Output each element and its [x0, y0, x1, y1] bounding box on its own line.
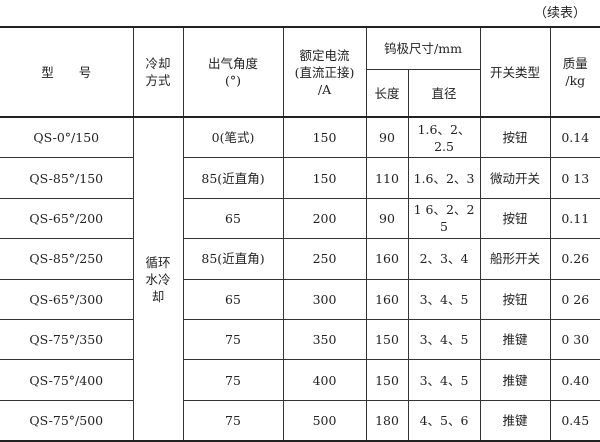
torch-spec-table: 型 号 冷却 方式 出气角度 (°) 额定电流 (直流正接) /A 钨极尺寸/m… [0, 26, 600, 442]
cell-diameter: 2、3、4 [407, 238, 481, 280]
cell-switch: 微动开关 [479, 157, 551, 199]
cell-current: 500 [282, 399, 367, 442]
cell-angle: 85(近直角) [182, 157, 284, 199]
cell-length: 90 [365, 197, 409, 240]
cell-diameter: 3、4、5 [407, 278, 481, 320]
cell-model: QS-0°/150 [0, 116, 134, 159]
cell-length: 180 [365, 399, 409, 442]
cell-mass: 0 26 [549, 278, 600, 320]
cell-diameter: 1 6、2、2 5 [407, 197, 481, 240]
header-length: 长度 [366, 69, 409, 118]
table-row: QS-0°/150 循环 水冷 却 0(笔式) 150 90 1.6、2、2.5 按钮 0.1… [0, 116, 600, 442]
cell-current: 150 [282, 157, 367, 199]
cell-length: 150 [365, 359, 409, 401]
cell-model: QS-75°/400 [0, 359, 134, 401]
table-row: QS-75°/350 75 350 150 3、4、5 推键 0 30 [0, 318, 600, 361]
cell-switch: 推键 [479, 318, 551, 361]
cell-diameter: 4、5、6 [407, 399, 481, 442]
cell-switch: 船形开关 [479, 238, 551, 280]
cell-mass: 0 30 [549, 318, 600, 361]
header-diameter: 直径 [407, 69, 481, 118]
cell-model: QS-65°/300 [0, 278, 134, 320]
header-angle: 出气角度 (°) [182, 26, 284, 118]
cell-current: 350 [282, 318, 367, 361]
header-mass: 质量 /kg [549, 26, 600, 118]
cell-current: 150 [282, 116, 367, 159]
cell-mass: 0 13 [549, 157, 600, 199]
cell-length: 160 [365, 238, 409, 280]
cell-mass: 0.45 [549, 399, 600, 442]
cell-length: 90 [365, 116, 409, 159]
cell-current: 400 [282, 359, 367, 401]
cell-model: QS-75°/500 [0, 399, 134, 442]
table-row: QS-65°/200 65 200 90 1 6、2、2 5 按钮 0.11 [0, 197, 600, 240]
table-row: QS-75°/500 75 500 180 4、5、6 推键 0.45 [0, 399, 600, 442]
cell-angle: 0(笔式) [182, 116, 284, 159]
cell-switch: 按钮 [479, 116, 551, 159]
cell-switch: 推键 [479, 359, 551, 401]
header-switch: 开关类型 [479, 26, 551, 118]
cell-mass: 0.14 [549, 116, 600, 159]
cell-mass: 0.40 [549, 359, 600, 401]
cell-angle: 75 [182, 318, 284, 361]
cell-switch: 推键 [479, 399, 551, 442]
cell-model: QS-85°/250 [0, 238, 134, 280]
cell-model: QS-85°/150 [0, 157, 134, 199]
cell-model: QS-65°/200 [0, 197, 134, 240]
continued-label: （续表） [533, 6, 586, 21]
cell-angle: 75 [182, 399, 284, 442]
cell-mass: 0.11 [549, 197, 600, 240]
cell-diameter: 3、4、5 [407, 359, 481, 401]
cell-length: 160 [365, 278, 409, 320]
cell-mass: 0.26 [549, 238, 600, 280]
header-current: 额定电流 (直流正接) /A [282, 26, 367, 118]
cell-current: 300 [282, 278, 367, 320]
cell-angle: 65 [182, 278, 284, 320]
cell-current: 250 [282, 238, 367, 280]
table-row: QS-65°/300 65 300 160 3、4、5 按钮 0 26 [0, 278, 600, 320]
cell-switch: 按钮 [479, 278, 551, 320]
cell-diameter: 3、4、5 [407, 318, 481, 361]
cell-cooling: 循环 水冷 却 [132, 116, 184, 442]
cell-angle: 85(近直角) [182, 238, 284, 280]
cell-model: QS-75°/350 [0, 318, 134, 361]
header-cooling: 冷却 方式 [132, 26, 184, 118]
cell-length: 110 [365, 157, 409, 199]
header-model: 型 号 [0, 26, 134, 118]
cell-angle: 75 [182, 359, 284, 401]
cell-diameter: 1.6、2、2.5 [407, 116, 481, 159]
cell-angle: 65 [182, 197, 284, 240]
cell-current: 200 [282, 197, 367, 240]
cell-length: 150 [365, 318, 409, 361]
header-electrode: 钨极尺寸/mm [365, 26, 481, 70]
table-row: QS-85°/150 85(近直角) 150 110 1.6、2、3 微动开关 0 13 [0, 157, 600, 199]
table-row: QS-75°/400 75 400 150 3、4、5 推键 0.40 [0, 359, 600, 401]
table-row: QS-85°/250 85(近直角) 250 160 2、3、4 船形开关 0.26 [0, 238, 600, 280]
cell-diameter: 1.6、2、3 [407, 157, 481, 199]
cell-switch: 按钮 [479, 197, 551, 240]
